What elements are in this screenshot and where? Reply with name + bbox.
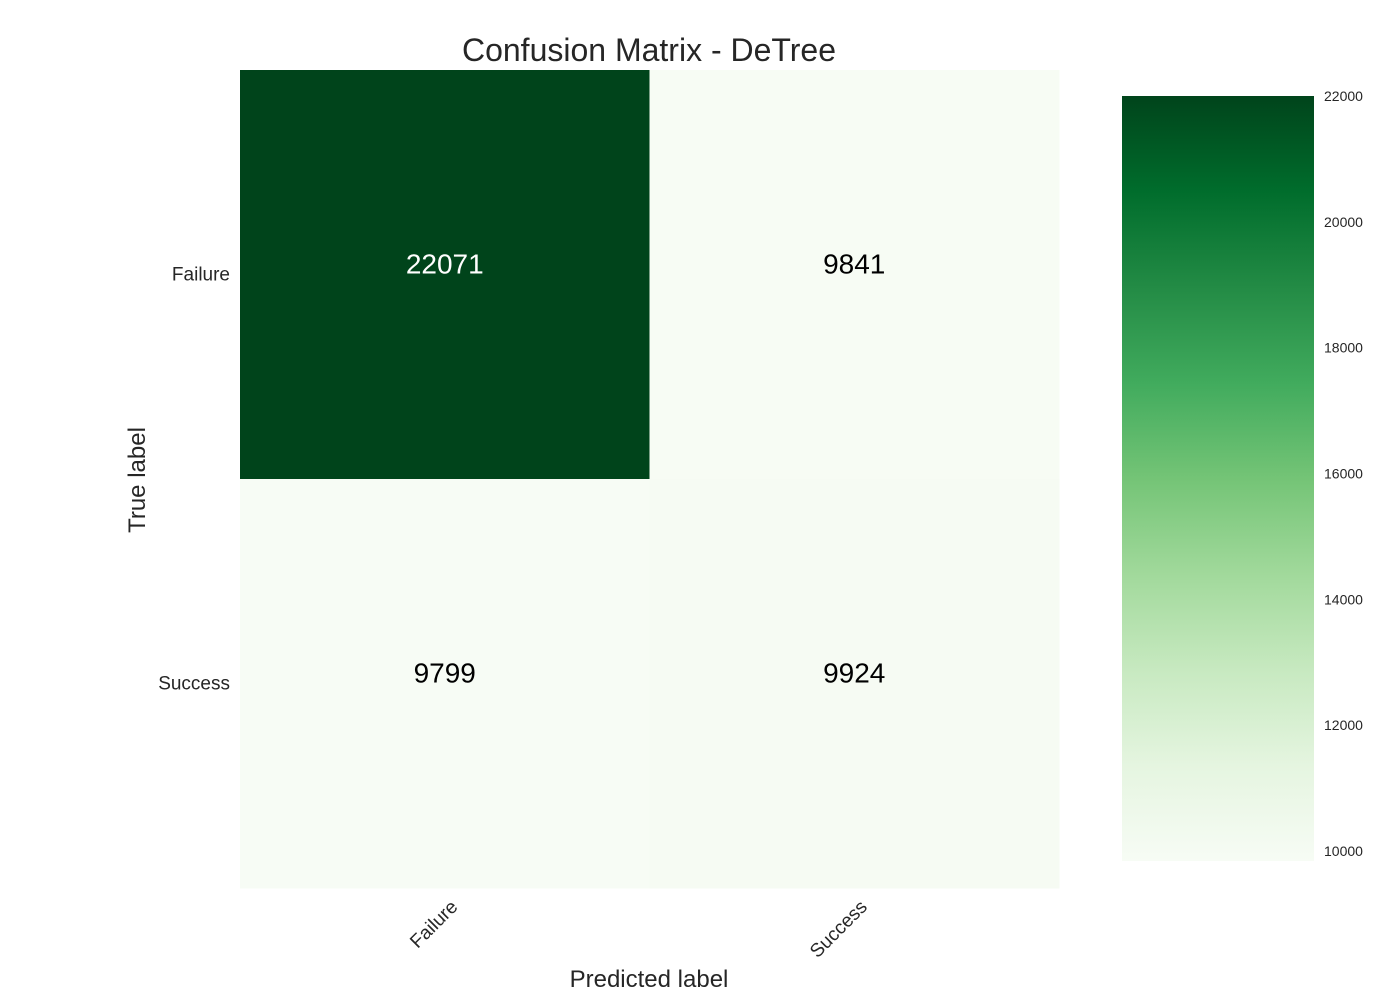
colorbar-tick-label: 20000 — [1324, 214, 1363, 230]
colorbar-tick-label: 22000 — [1324, 88, 1363, 104]
x-axis-label: Predicted label — [570, 966, 729, 993]
heatmap-cells: 22071 9841 9799 9924 — [240, 70, 1060, 889]
colorbar-tick-label: 14000 — [1324, 591, 1363, 607]
x-tick-labels: Failure Success — [406, 897, 871, 963]
colorbar-tick-label: 18000 — [1324, 340, 1363, 356]
colorbar-tick-label: 12000 — [1324, 717, 1363, 733]
heatmap-cell — [649, 479, 1060, 889]
cell-value-label: 9924 — [823, 658, 885, 689]
cell-value-label: 9841 — [823, 249, 885, 280]
y-tick-labels: Failure Success — [158, 265, 230, 695]
heatmap-cell — [240, 479, 650, 889]
heatmap-cell — [240, 70, 650, 480]
x-tick-label: Success — [806, 897, 872, 963]
y-tick-label: Success — [158, 674, 230, 695]
y-tick-label: Failure — [172, 265, 230, 286]
colorbar-tick-label: 16000 — [1324, 466, 1363, 482]
cell-value-label: 22071 — [406, 249, 484, 280]
colorbar — [1122, 96, 1314, 861]
y-axis-label: True label — [124, 427, 151, 533]
cell-value-label: 9799 — [414, 658, 476, 689]
heatmap-cell — [649, 70, 1060, 480]
x-tick-label: Failure — [406, 897, 462, 953]
colorbar-tick-label: 10000 — [1324, 843, 1363, 859]
colorbar-tick-labels: 10000 12000 14000 16000 18000 20000 22000 — [1324, 88, 1363, 859]
chart-title: Confusion Matrix - DeTree — [462, 32, 836, 68]
